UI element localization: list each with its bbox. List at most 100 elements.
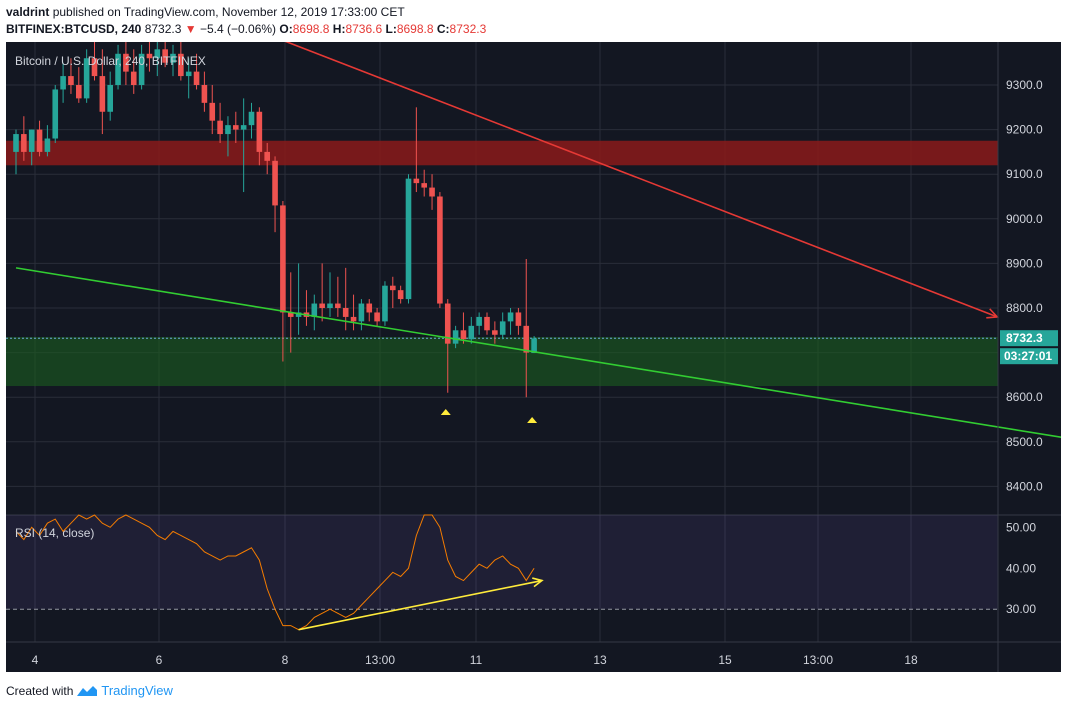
candle[interactable] (327, 303, 333, 308)
candle[interactable] (452, 330, 459, 344)
candle[interactable] (68, 76, 74, 85)
candle[interactable] (444, 303, 451, 344)
candle[interactable] (138, 53, 145, 85)
candle[interactable] (484, 316, 490, 331)
symbol-ohlc-line: BITFINEX:BTCUSD, 240 8732.3 ▼ −5.4 (−0.0… (6, 22, 486, 36)
candle[interactable] (91, 58, 98, 77)
rsi-tick-label: 40.00 (1006, 561, 1036, 575)
candle[interactable] (146, 53, 153, 59)
green-support-trendline[interactable] (15, 267, 1061, 440)
candle[interactable] (21, 134, 27, 152)
candle[interactable] (342, 308, 349, 317)
candle[interactable] (358, 303, 365, 322)
candle[interactable] (280, 205, 286, 313)
candle[interactable] (217, 120, 223, 135)
last-price-badge (1000, 330, 1058, 347)
candle[interactable] (107, 85, 113, 112)
candle[interactable] (225, 125, 231, 135)
candle[interactable] (115, 53, 121, 85)
rsi-divergence-trendline[interactable] (298, 579, 543, 631)
candle[interactable] (335, 303, 341, 308)
rsi-tick-label: 50.00 (1006, 520, 1036, 534)
candle[interactable] (319, 303, 325, 308)
candle[interactable] (193, 71, 200, 85)
candle[interactable] (287, 312, 294, 317)
candle[interactable] (28, 129, 35, 152)
price-tick-label: 8600.0 (1006, 390, 1043, 404)
symbol[interactable]: BITFINEX:BTCUSD, 240 (6, 22, 142, 36)
candle[interactable] (178, 53, 184, 77)
candle[interactable] (123, 53, 129, 72)
candle[interactable] (209, 102, 216, 121)
candle[interactable] (374, 312, 380, 322)
candle[interactable] (531, 338, 537, 354)
candle[interactable] (523, 325, 530, 353)
candle[interactable] (264, 151, 270, 161)
candle[interactable] (507, 312, 514, 322)
candle[interactable] (476, 316, 482, 326)
candle[interactable] (295, 312, 302, 317)
time-tick-label: 13:00 (365, 653, 395, 667)
price-axis[interactable]: 9300.0 9200.0 9100.0 9000.0 8900.0 8800.0 8600… (997, 42, 1058, 672)
candle[interactable] (499, 321, 506, 335)
candle[interactable] (248, 111, 255, 126)
candle[interactable] (52, 89, 59, 139)
candle[interactable] (162, 49, 168, 63)
candle[interactable] (390, 285, 396, 291)
rsi-line[interactable] (15, 514, 535, 631)
candle[interactable] (256, 111, 263, 152)
candle[interactable] (413, 178, 420, 184)
publish-info: valdrint published on TradingView.com, N… (6, 5, 405, 19)
tradingview-brand[interactable]: TradingView (101, 683, 173, 698)
candles[interactable] (13, 42, 537, 398)
low-value: 8698.8 (396, 22, 434, 36)
candle[interactable] (397, 290, 404, 300)
price-tick-label: 8900.0 (1006, 256, 1043, 270)
high-label: H: (332, 22, 346, 36)
candle[interactable] (272, 160, 278, 206)
candle[interactable] (83, 58, 90, 99)
author-name[interactable]: valdrint (6, 5, 50, 19)
candle[interactable] (13, 134, 19, 152)
rsi-legend: RSI (14, close) (15, 526, 94, 540)
red-descending-trendline[interactable] (283, 42, 998, 318)
candle[interactable] (350, 316, 357, 322)
open-value: 8698.8 (292, 22, 330, 36)
candle[interactable] (76, 85, 82, 99)
rsi-pane[interactable] (6, 514, 1061, 631)
candle[interactable] (429, 187, 435, 197)
candle[interactable] (185, 71, 192, 77)
publish-text: published on TradingView.com, November 1… (52, 5, 405, 19)
price-change: −5.4 (−0.06%) (199, 22, 277, 36)
candle[interactable] (99, 76, 106, 112)
candle[interactable] (382, 285, 388, 322)
candle[interactable] (421, 183, 427, 188)
time-tick-label: 13:00 (803, 653, 833, 667)
countdown-label: 03:27:01 (1004, 349, 1052, 363)
candle[interactable] (233, 125, 239, 130)
support-zone (6, 336, 998, 387)
price-chart[interactable]: 9300.0 9200.0 9100.0 9000.0 8900.0 8800.0 8600… (6, 42, 1061, 672)
candle[interactable] (130, 71, 137, 85)
candle[interactable] (36, 129, 43, 152)
candle[interactable] (468, 325, 475, 340)
candle[interactable] (515, 312, 522, 326)
triangle-up-icon (440, 409, 451, 415)
time-axis[interactable]: 4 6 8 13:00 11 13 15 13:00 18 (6, 641, 1061, 667)
candle[interactable] (154, 49, 161, 59)
candle[interactable] (311, 303, 318, 317)
candle[interactable] (170, 53, 176, 63)
candle[interactable] (405, 178, 412, 300)
price-tick-label: 9300.0 (1006, 78, 1043, 92)
low-label: L: (385, 22, 397, 36)
candle[interactable] (44, 138, 51, 152)
candle[interactable] (437, 196, 443, 304)
candle[interactable] (240, 125, 247, 130)
candle[interactable] (492, 330, 498, 335)
candle[interactable] (201, 85, 208, 103)
candle[interactable] (60, 76, 66, 90)
trendlines[interactable] (15, 42, 1061, 443)
candle[interactable] (460, 330, 467, 340)
candle[interactable] (366, 303, 373, 313)
red-descending-trendline-arrowhead-icon (986, 308, 999, 319)
